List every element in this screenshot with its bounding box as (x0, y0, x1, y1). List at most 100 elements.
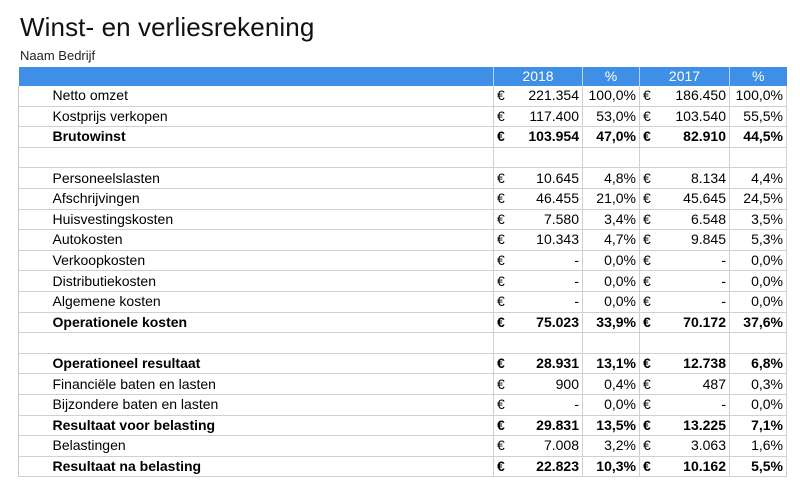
percent-2017: 0,0% (729, 394, 787, 416)
amount-2018 (511, 147, 583, 169)
currency-2017: € (639, 435, 658, 457)
row-label: Operationele kosten (49, 312, 494, 334)
row-gutter (18, 126, 50, 148)
header-percent-2018: % (582, 67, 640, 86)
amount-2018: 103.954 (511, 126, 583, 148)
currency-2017: € (639, 250, 658, 272)
page-title: Winst- en verliesrekening (20, 12, 315, 42)
table-row: Brutowinst €103.954 47,0% €82.910 44,5% (18, 126, 787, 148)
amount-2018: 7.580 (511, 209, 583, 231)
row-gutter (18, 456, 50, 478)
income-statement-table: 2018 % 2017 % Netto omzet €221.354 100,0% €… (18, 67, 787, 478)
amount-2017: 13.225 (657, 415, 730, 437)
amount-2017: 487 (657, 373, 730, 395)
percent-2017: 55,5% (729, 106, 787, 128)
table-row: Afschrijvingen €46.455 21,0% €45.645 24,5% (18, 188, 787, 210)
percent-2018: 33,9% (582, 312, 640, 334)
currency-2018 (493, 147, 512, 169)
table-row: Bijzondere baten en lasten € -0,0% € -0,0% (18, 394, 787, 416)
table-row: Autokosten €10.343 4,7% €9.845 5,3% (18, 229, 787, 251)
header-percent-2017: % (729, 67, 787, 86)
percent-2017: 5,5% (729, 456, 787, 478)
percent-2017: 0,0% (729, 250, 787, 272)
percent-2018: 21,0% (582, 188, 640, 210)
amount-2017: 103.540 (657, 106, 730, 128)
percent-2018 (582, 332, 640, 354)
table-row: Personeelslasten €10.645 4,8% €8.134 4,4% (18, 167, 787, 189)
percent-2017: 24,5% (729, 188, 787, 210)
amount-2018: 28.931 (511, 353, 583, 375)
row-label: Operationeel resultaat (49, 353, 494, 375)
currency-2018: € (493, 373, 512, 395)
table-row: Huisvestingskosten €7.580 3,4% €6.548 3,5% (18, 209, 787, 231)
row-gutter (18, 312, 50, 334)
percent-2018: 13,1% (582, 353, 640, 375)
currency-2018: € (493, 312, 512, 334)
percent-2018: 53,0% (582, 106, 640, 128)
amount-2017: 3.063 (657, 435, 730, 457)
row-gutter (18, 394, 50, 416)
currency-2017: € (639, 373, 658, 395)
amount-2017: - (657, 250, 730, 272)
amount-2017: 6.548 (657, 209, 730, 231)
row-label: Huisvestingskosten (49, 209, 494, 231)
currency-2018: € (493, 209, 512, 231)
row-gutter (18, 270, 50, 292)
row-label: Resultaat voor belasting (49, 415, 494, 437)
percent-2017: 0,0% (729, 291, 787, 313)
percent-2018: 0,0% (582, 291, 640, 313)
percent-2017: 3,5% (729, 209, 787, 231)
amount-2017 (657, 332, 730, 354)
currency-2017: € (639, 291, 658, 313)
currency-2018: € (493, 86, 512, 107)
table-row (18, 332, 787, 354)
table-row (18, 147, 787, 169)
percent-2017: 6,8% (729, 353, 787, 375)
row-gutter (18, 209, 50, 231)
row-label (49, 332, 494, 354)
amount-2017: - (657, 291, 730, 313)
currency-2018: € (493, 106, 512, 128)
table-row: Operationele kosten €75.023 33,9% €70.172 37… (18, 312, 787, 334)
currency-2018: € (493, 167, 512, 189)
currency-2018: € (493, 415, 512, 437)
amount-2018: 7.008 (511, 435, 583, 457)
row-label (49, 147, 494, 169)
row-gutter (18, 250, 50, 272)
currency-2017: € (639, 188, 658, 210)
percent-2017: 0,0% (729, 270, 787, 292)
amount-2017: 10.162 (657, 456, 730, 478)
row-gutter (18, 373, 50, 395)
percent-2018: 100,0% (582, 86, 640, 107)
row-label: Distributiekosten (49, 270, 494, 292)
percent-2017 (729, 147, 787, 169)
amount-2018: - (511, 270, 583, 292)
currency-2018 (493, 332, 512, 354)
row-label: Autokosten (49, 229, 494, 251)
company-name: Naam Bedrijf (20, 48, 96, 63)
amount-2018: 75.023 (511, 312, 583, 334)
amount-2017: 8.134 (657, 167, 730, 189)
amount-2017: 12.738 (657, 353, 730, 375)
table-row: Operationeel resultaat €28.931 13,1% €12.73… (18, 353, 787, 375)
amount-2017: 186.450 (657, 86, 730, 107)
amount-2018: 117.400 (511, 106, 583, 128)
row-label: Brutowinst (49, 126, 494, 148)
percent-2017 (729, 332, 787, 354)
currency-2017: € (639, 106, 658, 128)
currency-2017 (639, 147, 658, 169)
row-gutter (18, 167, 50, 189)
table-body: Netto omzet €221.354 100,0% €186.450 100,0% K… (18, 86, 787, 478)
percent-2018: 3,2% (582, 435, 640, 457)
amount-2018 (511, 332, 583, 354)
amount-2018: 46.455 (511, 188, 583, 210)
percent-2018 (582, 147, 640, 169)
currency-2017: € (639, 126, 658, 148)
currency-2017: € (639, 415, 658, 437)
amount-2018: 29.831 (511, 415, 583, 437)
row-gutter (18, 353, 50, 375)
currency-2017: € (639, 353, 658, 375)
amount-2017: - (657, 394, 730, 416)
row-label: Resultaat na belasting (49, 456, 494, 478)
table-header-row: 2018 % 2017 % (18, 67, 787, 86)
